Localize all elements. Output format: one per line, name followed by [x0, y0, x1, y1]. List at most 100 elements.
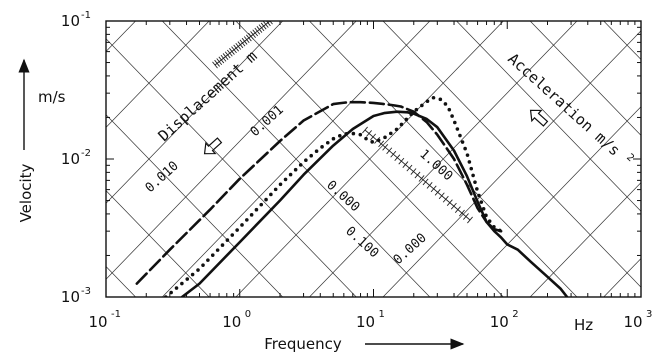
- hatched-displacement-line-tick: [218, 56, 225, 64]
- hatched-displacement-line-tick: [250, 31, 256, 38]
- hatched-acceleration-line-tick: [454, 206, 461, 213]
- x-tick-label-base: 10: [88, 313, 107, 331]
- x-tick-label-exponent: 1: [379, 309, 385, 320]
- acceleration-grid-line: [0, 21, 62, 297]
- x-tick-label-base: 10: [222, 313, 241, 331]
- displacement-arrow-icon: [203, 137, 223, 155]
- acceleration-grid-line: [456, 21, 641, 212]
- x-tick-label-exponent: 2: [512, 309, 518, 320]
- acceleration-grid-line: [309, 21, 578, 297]
- y-tick-label-base: 10: [61, 12, 80, 30]
- axis-ticks: [105, 21, 641, 298]
- disp-line-label: 0.100: [342, 224, 381, 261]
- x-tick-label: 10 -1: [88, 309, 121, 331]
- hatched-acceleration-line-tick: [467, 216, 473, 224]
- disp-line-label: 0.001: [248, 103, 287, 140]
- y-tick-label-exponent: -1: [81, 10, 91, 21]
- x-tick-label-base: 10: [490, 313, 509, 331]
- y-tick-label: 10 -1: [61, 10, 91, 30]
- series-dotted-line: [164, 95, 503, 297]
- y-axis-title: Velocity: [17, 163, 35, 222]
- hatched-displacement-line-tick: [216, 58, 223, 66]
- y-tick-label-base: 10: [61, 150, 80, 168]
- y-tick-label-exponent: -3: [81, 286, 91, 297]
- hatched-displacement-line-tick: [258, 24, 265, 32]
- hatched-displacement-line-tick: [245, 34, 252, 42]
- acceleration-unit-exponent: 2: [624, 152, 636, 164]
- y-tick-label: 10 -3: [61, 286, 91, 306]
- hatched-acceleration-line-tick: [426, 182, 433, 189]
- hatched-acceleration-line-tick: [386, 147, 393, 155]
- displacement-grid-line: [0, 21, 62, 297]
- hatched-displacement-line-tick: [226, 49, 233, 57]
- hatched-acceleration-line-tick: [438, 192, 445, 200]
- series-layer: [135, 95, 569, 297]
- acceleration-grid-line: [106, 114, 283, 297]
- hatched-displacement-line-tick: [239, 39, 246, 47]
- x-tick-label-exponent: 3: [646, 309, 652, 320]
- hatched-acceleration-line-tick: [414, 171, 421, 179]
- hatched-acceleration-line-tick: [434, 188, 441, 196]
- y-tick-label-base: 10: [61, 288, 80, 306]
- series-solid-line: [180, 110, 569, 297]
- y-tick-label: 10 -2: [61, 148, 91, 168]
- hatched-acceleration-line-tick: [406, 164, 413, 172]
- svg-text:Acceleration m/s: Acceleration m/s: [504, 50, 623, 160]
- acceleration-arrow-icon: [529, 109, 549, 127]
- hatched-displacement-line-tick: [233, 44, 240, 52]
- hatched-acceleration-line-tick: [382, 143, 389, 151]
- hatched-displacement-line-tick: [212, 61, 218, 69]
- hatched-acceleration-line-tick: [362, 126, 368, 134]
- hatched-acceleration-line-tick: [458, 209, 465, 217]
- x-axis-title: Frequency: [264, 335, 342, 353]
- hatched-displacement-line-tick: [231, 46, 237, 54]
- hatched-displacement-line-tick: [262, 21, 269, 28]
- hatched-displacement-line-tick: [220, 54, 227, 62]
- hatched-acceleration-line-tick: [366, 130, 372, 137]
- hatched-acceleration-line-tick: [430, 185, 437, 193]
- y-tick-label-exponent: -2: [81, 148, 91, 159]
- displacement-grid-line: [106, 21, 210, 128]
- accel-line-label: 0.000: [323, 178, 362, 215]
- x-tick-label-base: 10: [356, 313, 375, 331]
- hatched-displacement-line-tick: [269, 21, 273, 25]
- x-tick-label: 10 0: [222, 309, 251, 331]
- x-unit-label: Hz: [574, 316, 593, 334]
- series-dashed-line: [135, 100, 503, 285]
- displacement-grid-line: [529, 182, 641, 297]
- acceleration-grid-line: [106, 190, 210, 297]
- nomograph-grid: [0, 21, 641, 297]
- hatched-acceleration-line-tick: [378, 140, 385, 148]
- hatched-acceleration-line-tick: [390, 150, 397, 158]
- x-tick-label-exponent: -1: [111, 309, 121, 320]
- disp-line-label: 0.000: [391, 231, 430, 268]
- hatched-displacement-line-tick: [237, 41, 244, 49]
- hatched-displacement-line-tick: [214, 59, 220, 67]
- acceleration-grid-line: [529, 21, 641, 136]
- y-unit-label: m/s: [38, 88, 66, 106]
- hatched-displacement-line-tick: [252, 29, 259, 37]
- hatched-acceleration-line-tick: [370, 133, 377, 141]
- hatched-displacement-line-tick: [265, 21, 271, 27]
- hatched-displacement-line-tick: [224, 51, 231, 59]
- hatched-displacement-line-tick: [256, 26, 263, 33]
- hatched-displacement-line-tick: [243, 36, 250, 44]
- hatched-displacement-line-tick: [229, 48, 235, 55]
- hatched-displacement-line-tick: [222, 53, 229, 60]
- hatched-acceleration-line-tick: [446, 199, 453, 207]
- acceleration-grid-line: [162, 21, 431, 297]
- x-tick-label: 10 2: [490, 309, 519, 331]
- x-tick-label-base: 10: [623, 313, 642, 331]
- acceleration-grid-line: [235, 21, 504, 297]
- hatched-acceleration-line-tick: [442, 195, 449, 203]
- hatched-displacement-line-tick: [254, 27, 261, 35]
- disp-line-label: 0.010: [143, 159, 182, 196]
- hatched-displacement-line-tick: [235, 42, 242, 50]
- hatched-acceleration-line-tick: [394, 154, 401, 162]
- hatched-displacement-line-tick: [260, 22, 267, 30]
- tick-labels: 10 -1 10 0 10 1 10 2 10 310 -310 -210 -1: [61, 10, 652, 331]
- x-tick-label: 10 3: [623, 309, 652, 331]
- hatched-acceleration-line-tick: [402, 161, 409, 168]
- x-tick-label-exponent: 0: [245, 309, 251, 320]
- hatched-acceleration-line-tick: [450, 202, 457, 210]
